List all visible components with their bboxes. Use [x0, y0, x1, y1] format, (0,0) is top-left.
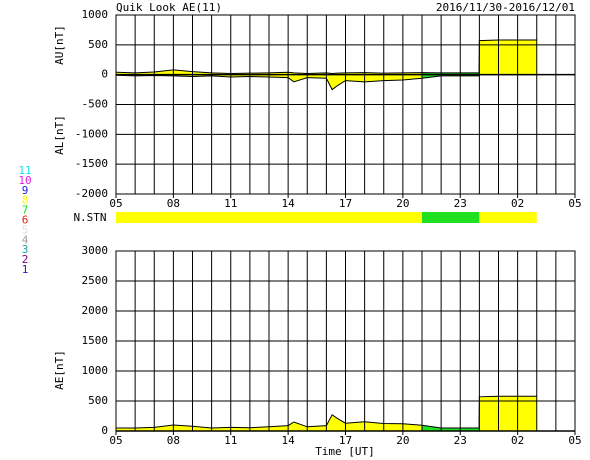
x-tick-label: 20: [396, 197, 409, 210]
y-tick-label: 500: [88, 394, 108, 407]
x-tick-label: 11: [224, 434, 237, 447]
x-tick-label: 17: [339, 197, 352, 210]
x-tick-label: 23: [454, 434, 467, 447]
y-tick-label: 2500: [82, 274, 109, 287]
y-tick-label: 1000: [82, 8, 109, 21]
x-tick-label: 08: [167, 197, 180, 210]
y-tick-label: -500: [82, 98, 109, 111]
legend-label: 6: [22, 214, 29, 227]
x-tick-label: 23: [454, 197, 467, 210]
x-tick-label: 14: [282, 434, 296, 447]
y-tick-label: 3000: [82, 244, 109, 257]
line: [115, 39, 537, 74]
y-label: AE[nT]: [53, 350, 66, 390]
line: [115, 74, 537, 91]
y-tick-label: -2000: [75, 187, 108, 200]
station-bar: [479, 212, 537, 223]
legend-label: 1: [22, 263, 29, 276]
stations-label: N.STN: [73, 211, 106, 224]
date-range: 2016/11/30-2016/12/01: [436, 1, 575, 14]
chart-title: Quik Look AE(11): [116, 1, 222, 14]
x-tick-label: 05: [109, 434, 122, 447]
plot-frame: [115, 250, 576, 432]
y-label: AL[nT]: [53, 115, 66, 155]
station-bar: [116, 212, 422, 223]
legend-label: 2: [22, 253, 29, 266]
line: [116, 395, 537, 429]
legend-label: 9: [22, 184, 29, 197]
legend-label: 8: [22, 194, 29, 207]
y-tick-label: 1500: [82, 334, 109, 347]
legend-label: 11: [18, 164, 31, 177]
x-label: Time [UT]: [315, 445, 375, 458]
legend-label: 5: [22, 223, 29, 236]
area: [479, 40, 537, 75]
x-tick-label: 11: [224, 197, 237, 210]
x-tick-label: 05: [109, 197, 122, 210]
x-tick-label: 20: [396, 434, 409, 447]
y-tick-label: 1000: [82, 364, 109, 377]
y-tick-label: 500: [88, 38, 108, 51]
x-tick-label: 17: [339, 434, 352, 447]
y-tick-label: -1000: [75, 127, 108, 140]
legend-label: 7: [22, 204, 29, 217]
x-tick-label: 05: [568, 197, 581, 210]
plot-frame: [115, 14, 576, 195]
x-tick-label: 14: [282, 197, 296, 210]
y-label: AU[nT]: [53, 25, 66, 65]
x-tick-label: 08: [167, 434, 180, 447]
station-bar: [422, 212, 480, 223]
x-tick-label: 02: [511, 434, 524, 447]
y-tick-label: 0: [101, 68, 108, 81]
legend-label: 3: [22, 243, 29, 256]
y-tick-label: -1500: [75, 157, 108, 170]
area: [479, 396, 537, 431]
y-tick-label: 0: [101, 424, 108, 437]
legend-label: 10: [18, 174, 31, 187]
y-tick-label: 2000: [82, 304, 109, 317]
area: [422, 396, 480, 431]
x-tick-label: 02: [511, 197, 524, 210]
legend-label: 4: [22, 233, 29, 246]
x-tick-label: 05: [568, 434, 581, 447]
